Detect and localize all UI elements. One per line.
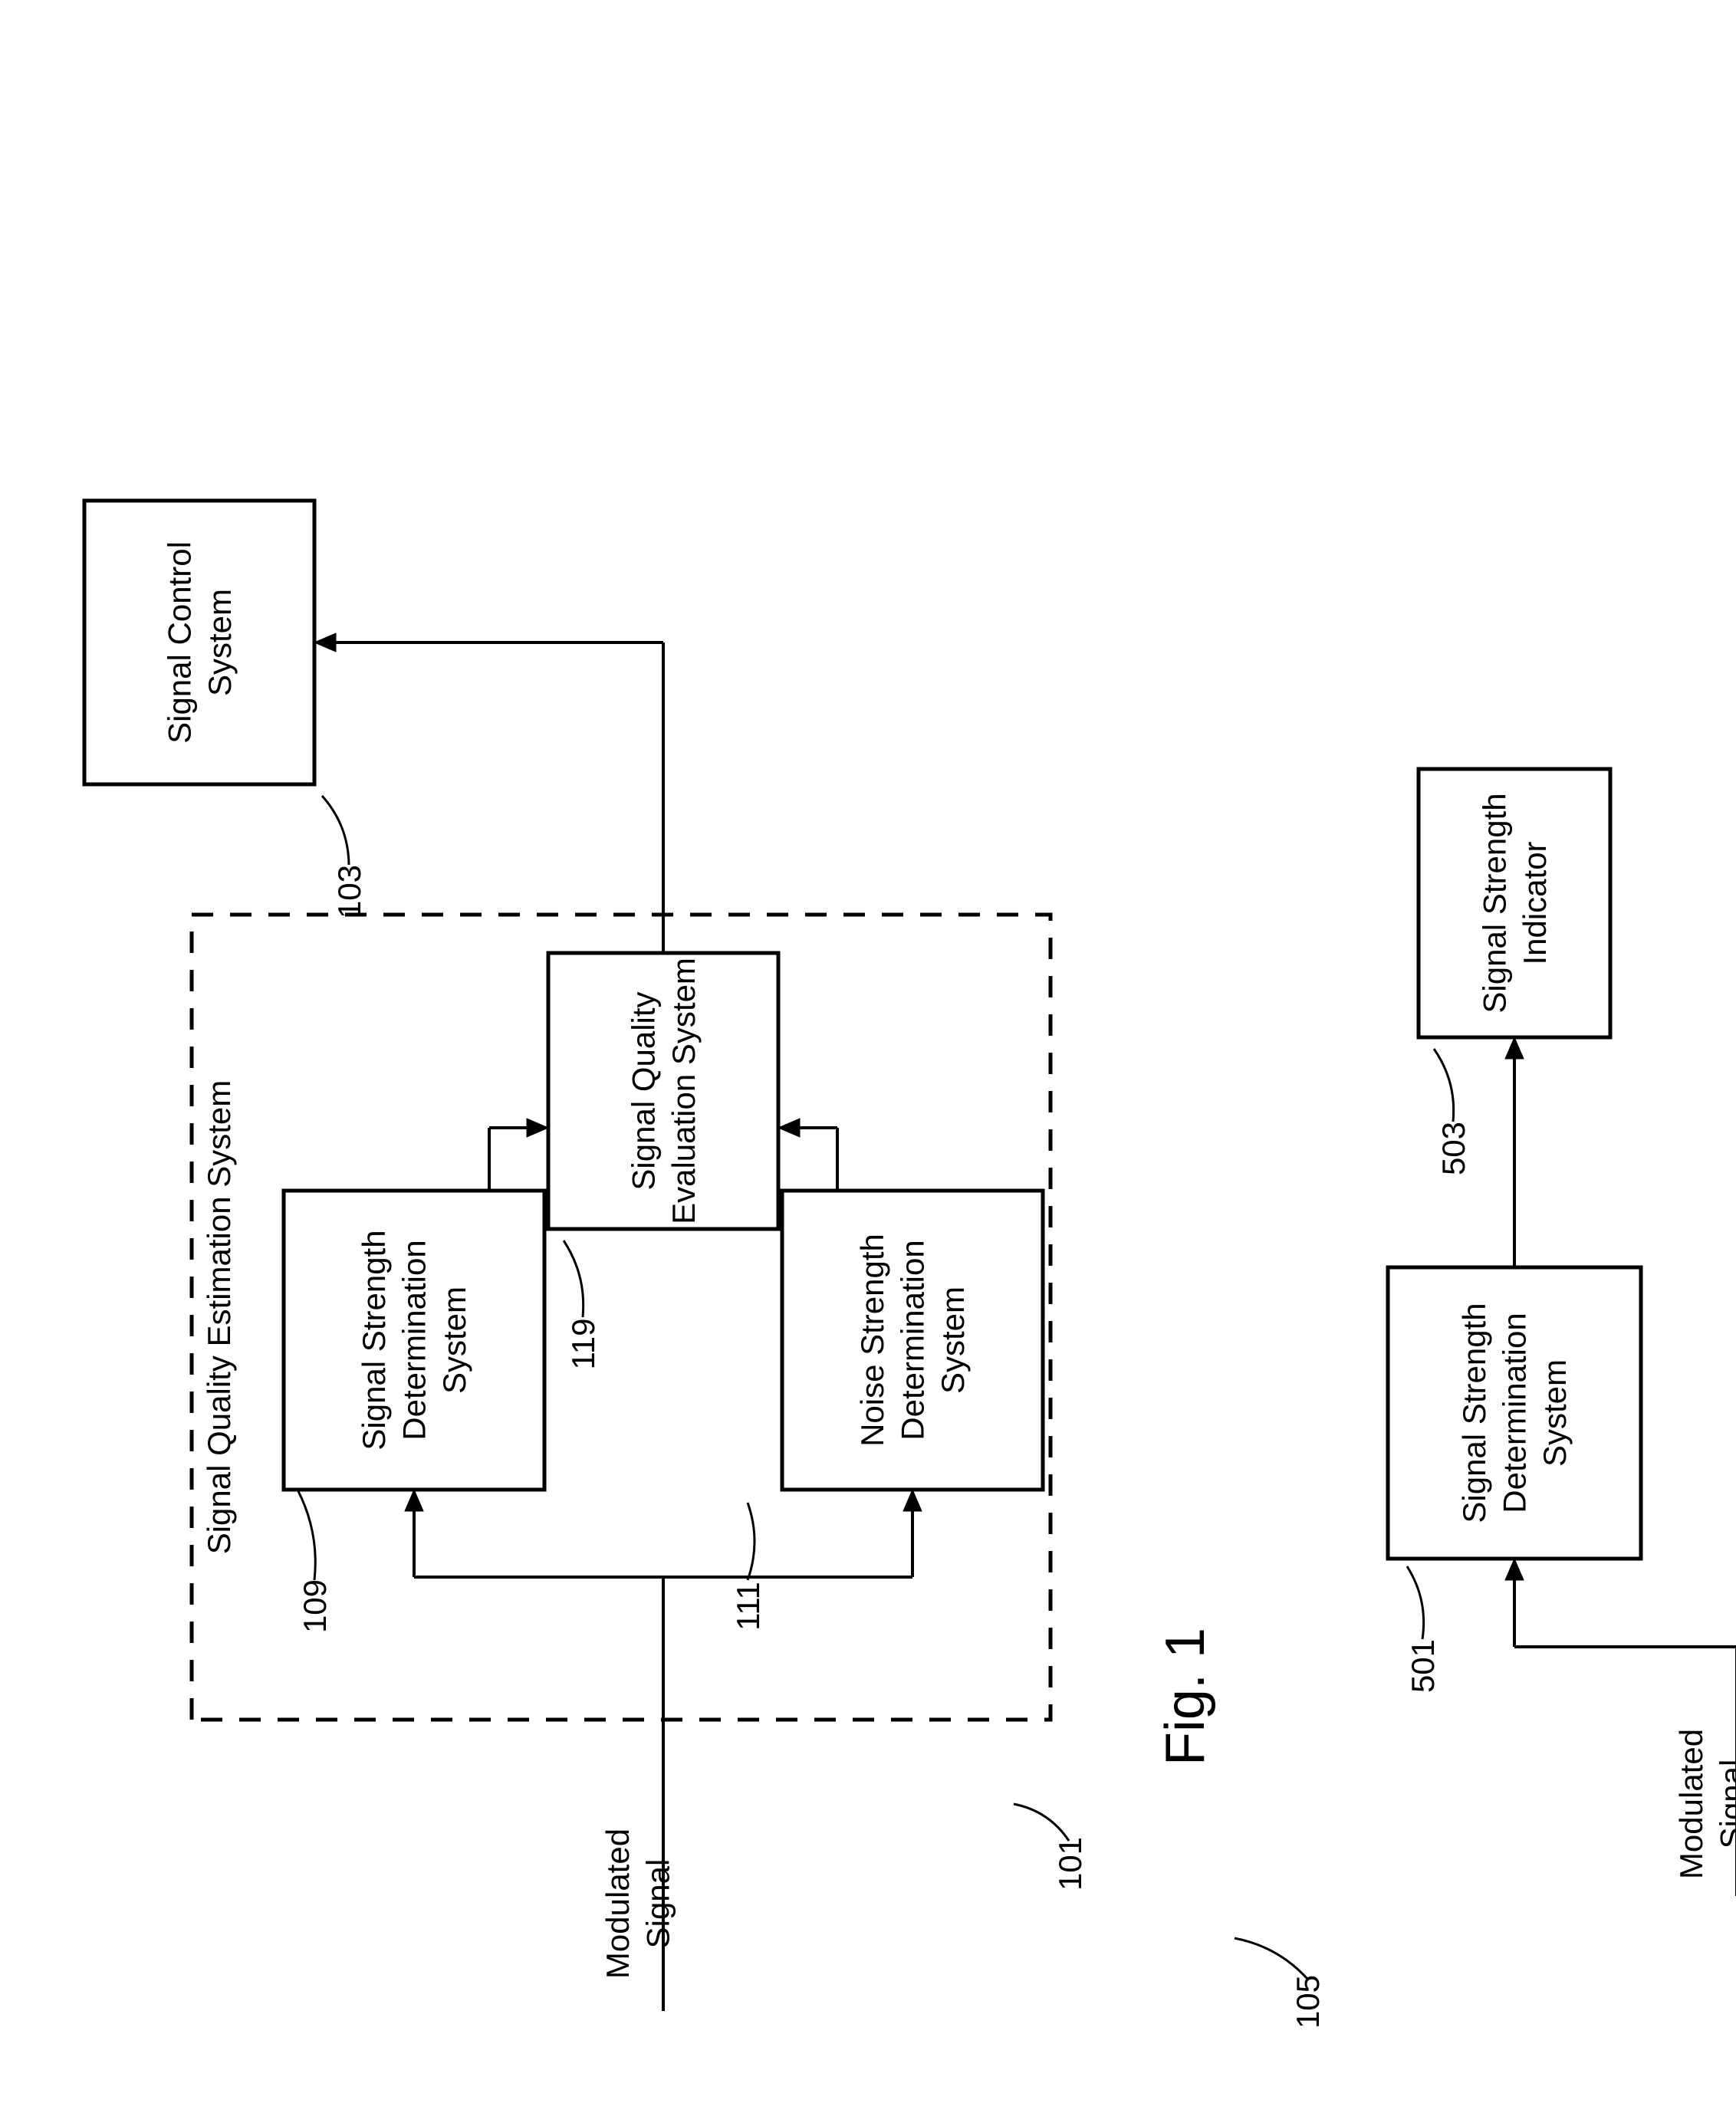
fig1-ref-105-lead [1235, 1938, 1307, 1979]
fig1-input-label-l0: Modulated [600, 1829, 636, 1979]
fig5-ssd-box-label-l0: Signal Strength [1456, 1303, 1492, 1523]
fig5-ssd-box-label-l1: Determination [1497, 1313, 1533, 1513]
fig1-nsd-box-label-l2: System [935, 1286, 971, 1394]
fig1-scs-box-ref-lead [322, 796, 349, 865]
fig1-ref-101: 101 [1052, 1837, 1088, 1891]
fig1-scs-box-label-l0: Signal Control [161, 541, 197, 744]
fig1-nsd-box-ref: 111 [730, 1582, 766, 1631]
fig1-ssd-box-label-l0: Signal Strength [356, 1230, 392, 1450]
fig1-scs-box-label-l1: System [202, 589, 238, 696]
fig1-caption: Fig. 1 [1155, 1628, 1216, 1766]
fig1-nsd-to-sqe-s2-head [778, 1119, 800, 1137]
fig5-ssd-box-ref: 501 [1405, 1639, 1441, 1693]
fig1-sqe-box [548, 953, 778, 1229]
fig5-ssd-box-ref-lead [1407, 1566, 1424, 1639]
fig5-ssi-box-ref: 503 [1435, 1122, 1471, 1175]
fig1-ssd-box-label-l1: Determination [396, 1240, 432, 1440]
fig1-ssd-to-sqe-s2-head [527, 1119, 548, 1137]
fig1-ssd-box-ref: 109 [297, 1579, 333, 1633]
fig1-dashed-title: Signal Quality Estimation System [201, 1080, 237, 1555]
fig1-sqe-box-ref: 119 [565, 1319, 601, 1370]
fig5-ssi-box-label-l0: Signal Strength [1476, 793, 1512, 1013]
fig1-sqe-box-label-l1: Evaluation System [666, 958, 702, 1224]
rotated-drawing: Signal Quality Estimation System 101 Signa… [84, 501, 1736, 2029]
fig1-nsd-box-label-l0: Noise Strength [854, 1234, 890, 1447]
fig1-in-to-nsd-head [903, 1490, 922, 1511]
fig5-ssd-to-ssi-head [1505, 1037, 1524, 1059]
fig5-input-label-l1: Signal [1714, 1760, 1736, 1849]
fig1-scs-box-ref: 103 [331, 865, 367, 918]
fig1-ssd-box-label-l2: System [436, 1286, 472, 1394]
fig5-in-to-ssd-head [1505, 1559, 1524, 1580]
fig5-ssd-box-label-l2: System [1537, 1359, 1573, 1467]
fig1-nsd-box-ref-lead [748, 1503, 755, 1580]
fig1-in-to-ssd-head [405, 1490, 423, 1511]
fig1-input-label-l1: Signal [640, 1859, 676, 1949]
fig1-ssd-box-ref-lead [298, 1490, 315, 1580]
fig1-ref-105: 105 [1290, 1975, 1326, 2029]
fig1-sqe-to-scs-s1-head [314, 633, 336, 652]
fig1-scs-box [84, 501, 314, 784]
fig1-nsd-box-label-l1: Determination [895, 1240, 931, 1440]
fig5-ssi-box-ref-lead [1434, 1049, 1454, 1122]
fig5-input-label-l0: Modulated [1673, 1729, 1709, 1879]
fig1-sqe-box-label-l0: Signal Quality [625, 991, 661, 1190]
fig1-ref-101-lead [1014, 1804, 1069, 1841]
fig5-ssi-box [1419, 769, 1610, 1037]
fig5-ssi-box-label-l1: Indicator [1517, 841, 1553, 964]
fig1-sqe-box-ref-lead [564, 1240, 584, 1317]
